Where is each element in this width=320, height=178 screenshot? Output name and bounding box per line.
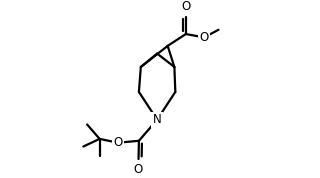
Text: O: O (182, 0, 191, 13)
Text: O: O (199, 31, 209, 44)
Text: O: O (133, 163, 142, 176)
Text: N: N (153, 113, 162, 126)
Text: O: O (113, 136, 123, 149)
